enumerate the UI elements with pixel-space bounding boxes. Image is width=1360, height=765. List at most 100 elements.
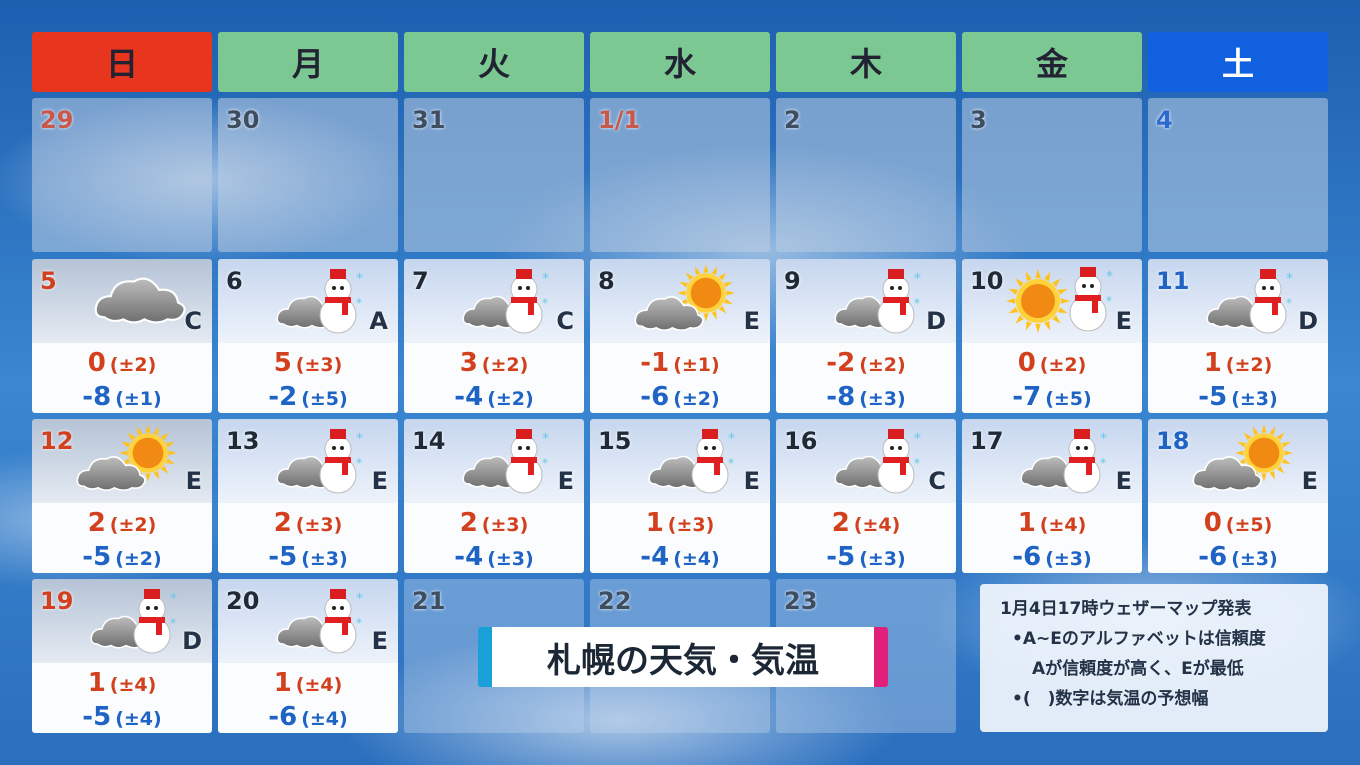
low-temperature: -6 (±3) bbox=[962, 541, 1142, 573]
reliability-grade: D bbox=[182, 627, 202, 655]
day-number: 17 bbox=[970, 427, 1004, 455]
low-temperature: -8 (±3) bbox=[776, 381, 956, 413]
reliability-grade: C bbox=[184, 307, 202, 335]
high-value: 1 bbox=[87, 668, 106, 698]
cloud-snow-icon: * * bbox=[820, 423, 930, 499]
day-number: 31 bbox=[412, 106, 446, 134]
cloud-snow-icon: * * bbox=[1192, 263, 1302, 339]
high-range: (±2) bbox=[109, 354, 157, 376]
forecast-title: 札幌の天気・気温 bbox=[478, 627, 888, 687]
weather-area: * * 15 E bbox=[590, 419, 770, 503]
low-range: (±3) bbox=[1045, 548, 1092, 570]
day-number: 4 bbox=[1156, 106, 1173, 134]
cloud-snow-icon: * * bbox=[448, 263, 558, 339]
weather-area: * * 9 D bbox=[776, 259, 956, 343]
cloud-icon bbox=[76, 263, 186, 339]
weather-area: * * 7 C bbox=[404, 259, 584, 343]
high-range: (±3) bbox=[295, 354, 343, 376]
reliability-grade: E bbox=[1115, 307, 1132, 335]
low-temperature: -2 (±5) bbox=[218, 381, 398, 413]
low-value: -8 bbox=[82, 382, 112, 412]
day-number: 13 bbox=[226, 427, 260, 455]
high-temperature: -1 (±1) bbox=[590, 347, 770, 381]
reliability-grade: E bbox=[557, 467, 574, 495]
high-value: -1 bbox=[640, 348, 670, 378]
note-reliability: •A~Eのアルファベットは信頼度 bbox=[1012, 629, 1266, 649]
weekday-header: 土 bbox=[1148, 32, 1328, 92]
reliability-grade: E bbox=[371, 467, 388, 495]
high-value: 1 bbox=[645, 508, 664, 538]
svg-text:*: * bbox=[914, 431, 921, 447]
low-range: (±3) bbox=[859, 548, 906, 570]
weekday-header: 月 bbox=[218, 32, 398, 92]
reliability-grade: E bbox=[371, 627, 388, 655]
svg-text:*: * bbox=[356, 296, 362, 310]
cloud-sun-icon bbox=[76, 423, 186, 499]
weather-area: * * 11 D bbox=[1148, 259, 1328, 343]
forecast-day-cell: 8 E -1 (±1) -6 (±2) bbox=[590, 259, 770, 413]
high-value: 1 bbox=[1017, 508, 1036, 538]
low-range: (±3) bbox=[1231, 548, 1278, 570]
svg-text:*: * bbox=[542, 271, 549, 287]
temperature-area: 2 (±3) -4 (±3) bbox=[404, 503, 584, 573]
low-range: (±5) bbox=[1045, 388, 1092, 410]
low-temperature: -6 (±2) bbox=[590, 381, 770, 413]
reliability-grade: A bbox=[369, 307, 388, 335]
svg-text:*: * bbox=[1106, 294, 1112, 308]
temperature-area: 3 (±2) -4 (±2) bbox=[404, 343, 584, 413]
svg-text:*: * bbox=[356, 616, 362, 630]
svg-text:*: * bbox=[356, 591, 363, 607]
weather-area: * * 16 C bbox=[776, 419, 956, 503]
cloud-snow-icon: * * bbox=[820, 263, 930, 339]
low-value: -5 bbox=[1198, 382, 1228, 412]
high-value: 2 bbox=[87, 508, 106, 538]
high-value: -2 bbox=[826, 348, 856, 378]
svg-text:*: * bbox=[728, 456, 734, 470]
low-value: -5 bbox=[82, 542, 112, 572]
temperature-area: 1 (±4) -5 (±4) bbox=[32, 663, 212, 733]
svg-text:*: * bbox=[914, 271, 921, 287]
issued-time: 1月4日17時ウェザーマップ発表 bbox=[1000, 599, 1252, 619]
weekday-header: 火 bbox=[404, 32, 584, 92]
svg-text:*: * bbox=[914, 296, 920, 310]
high-range: (±1) bbox=[673, 354, 720, 376]
high-temperature: 1 (±4) bbox=[962, 507, 1142, 541]
reliability-grade: E bbox=[743, 307, 760, 335]
day-number: 23 bbox=[784, 587, 818, 615]
day-number: 12 bbox=[40, 427, 74, 455]
temperature-area: 2 (±2) -5 (±2) bbox=[32, 503, 212, 573]
temperature-area: 5 (±3) -2 (±5) bbox=[218, 343, 398, 413]
high-value: 3 bbox=[459, 348, 478, 378]
past-day-cell: 3 bbox=[962, 98, 1142, 252]
high-temperature: 5 (±3) bbox=[218, 347, 398, 381]
high-value: 2 bbox=[273, 508, 292, 538]
forecast-day-cell: 12 E 2 (±2) -5 (±2) bbox=[32, 419, 212, 573]
day-number: 29 bbox=[40, 106, 74, 134]
temperature-area: 1 (±4) -6 (±4) bbox=[218, 663, 398, 733]
low-temperature: -5 (±2) bbox=[32, 541, 212, 573]
forecast-day-cell: * * 19 D 1 (±4) -5 (±4) bbox=[32, 579, 212, 733]
high-value: 5 bbox=[273, 348, 292, 378]
past-day-cell: 30 bbox=[218, 98, 398, 252]
day-number: 14 bbox=[412, 427, 446, 455]
day-number: 9 bbox=[784, 267, 801, 295]
low-temperature: -8 (±1) bbox=[32, 381, 212, 413]
weather-area: * * 10 E bbox=[962, 259, 1142, 343]
svg-text:*: * bbox=[170, 591, 177, 607]
low-temperature: -7 (±5) bbox=[962, 381, 1142, 413]
low-range: (±1) bbox=[115, 388, 162, 410]
high-range: (±2) bbox=[481, 354, 529, 376]
forecast-day-cell: * * 11 D 1 (±2) -5 (±3) bbox=[1148, 259, 1328, 413]
forecast-day-cell: 5 C 0 (±2) -8 (±1) bbox=[32, 259, 212, 413]
reliability-grade: E bbox=[185, 467, 202, 495]
svg-text:*: * bbox=[356, 431, 363, 447]
low-temperature: -5 (±3) bbox=[1148, 381, 1328, 413]
low-temperature: -5 (±3) bbox=[218, 541, 398, 573]
high-value: 1 bbox=[1203, 348, 1222, 378]
high-range: (±3) bbox=[295, 514, 343, 536]
forecast-day-cell: * * 9 D -2 (±2) -8 (±3) bbox=[776, 259, 956, 413]
high-range: (±2) bbox=[1225, 354, 1273, 376]
reliability-grade: D bbox=[1298, 307, 1318, 335]
reliability-grade: D bbox=[926, 307, 946, 335]
day-number: 18 bbox=[1156, 427, 1190, 455]
